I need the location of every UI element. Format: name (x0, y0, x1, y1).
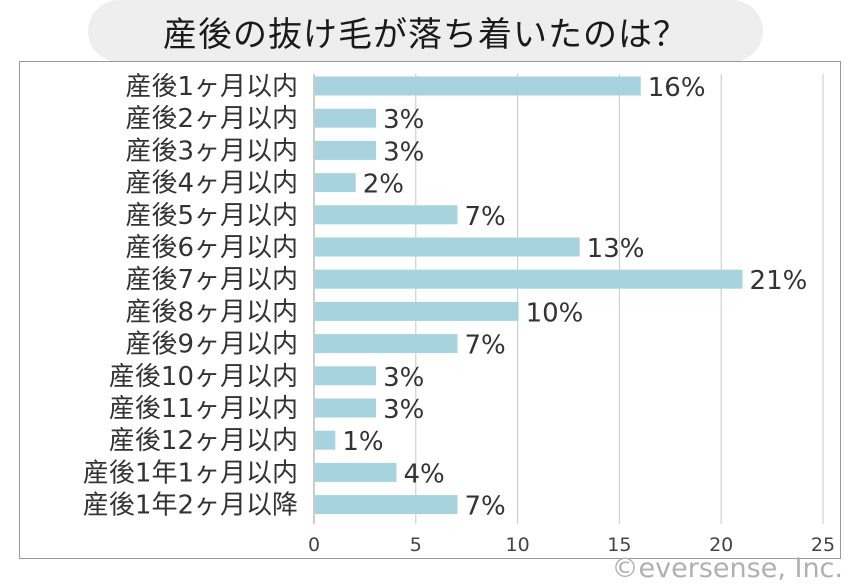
category-label: 産後5ヶ月以内 (125, 201, 298, 231)
category-label: 産後9ヶ月以内 (125, 330, 298, 360)
data-label: 21% (750, 266, 808, 296)
data-label: 3% (383, 105, 424, 135)
chart-title-banner: 産後の抜け毛が落ち着いたのは？ (88, 0, 763, 62)
x-tick-label: 20 (709, 534, 733, 556)
data-label: 10% (526, 298, 584, 328)
category-label: 産後7ヶ月以内 (125, 265, 298, 295)
data-label: 7% (465, 331, 506, 361)
category-label: 産後2ヶ月以内 (125, 104, 298, 134)
category-label: 産後10ヶ月以内 (109, 362, 298, 392)
bar (315, 173, 356, 193)
category-label: 産後1ヶ月以内 (125, 72, 298, 102)
data-label: 16% (648, 73, 706, 103)
data-label: 3% (383, 363, 424, 393)
bar (315, 334, 458, 354)
x-tick-label: 25 (811, 534, 835, 556)
data-label: 13% (587, 234, 645, 264)
chart-title: 産後の抜け毛が落ち着いたのは？ (163, 14, 688, 55)
x-tick-label: 15 (607, 534, 631, 556)
bar (315, 140, 377, 160)
x-tick-label: 0 (308, 534, 320, 556)
copyright-notice: ©eversense, Inc. (611, 553, 843, 584)
category-label: 産後6ヶ月以内 (125, 233, 298, 263)
data-label: 3% (383, 395, 424, 425)
chart-frame (19, 61, 841, 559)
data-label: 7% (465, 492, 506, 522)
data-label: 1% (342, 427, 383, 457)
x-tick-label: 5 (410, 534, 422, 556)
category-label: 産後11ヶ月以内 (109, 394, 298, 424)
data-label: 4% (403, 459, 444, 489)
category-label: 産後1年1ヶ月以内 (83, 458, 298, 488)
x-tick-label: 10 (506, 534, 530, 556)
category-label: 産後3ヶ月以内 (125, 136, 298, 166)
category-label: 産後4ヶ月以内 (125, 169, 298, 199)
bar (315, 462, 397, 482)
category-label: 産後12ヶ月以内 (109, 426, 298, 456)
bar (315, 398, 377, 418)
bar (315, 495, 458, 515)
data-label: 3% (383, 137, 424, 167)
data-label: 7% (465, 202, 506, 232)
category-label: 産後8ヶ月以内 (125, 297, 298, 327)
bar (315, 269, 743, 289)
bar (315, 237, 580, 257)
data-label: 2% (363, 170, 404, 200)
bar (315, 430, 336, 450)
bar (315, 301, 519, 321)
bar (315, 205, 458, 225)
bar (315, 366, 377, 386)
bar (315, 76, 641, 96)
bar (315, 108, 377, 128)
category-label: 産後1年2ヶ月以降 (83, 491, 298, 521)
